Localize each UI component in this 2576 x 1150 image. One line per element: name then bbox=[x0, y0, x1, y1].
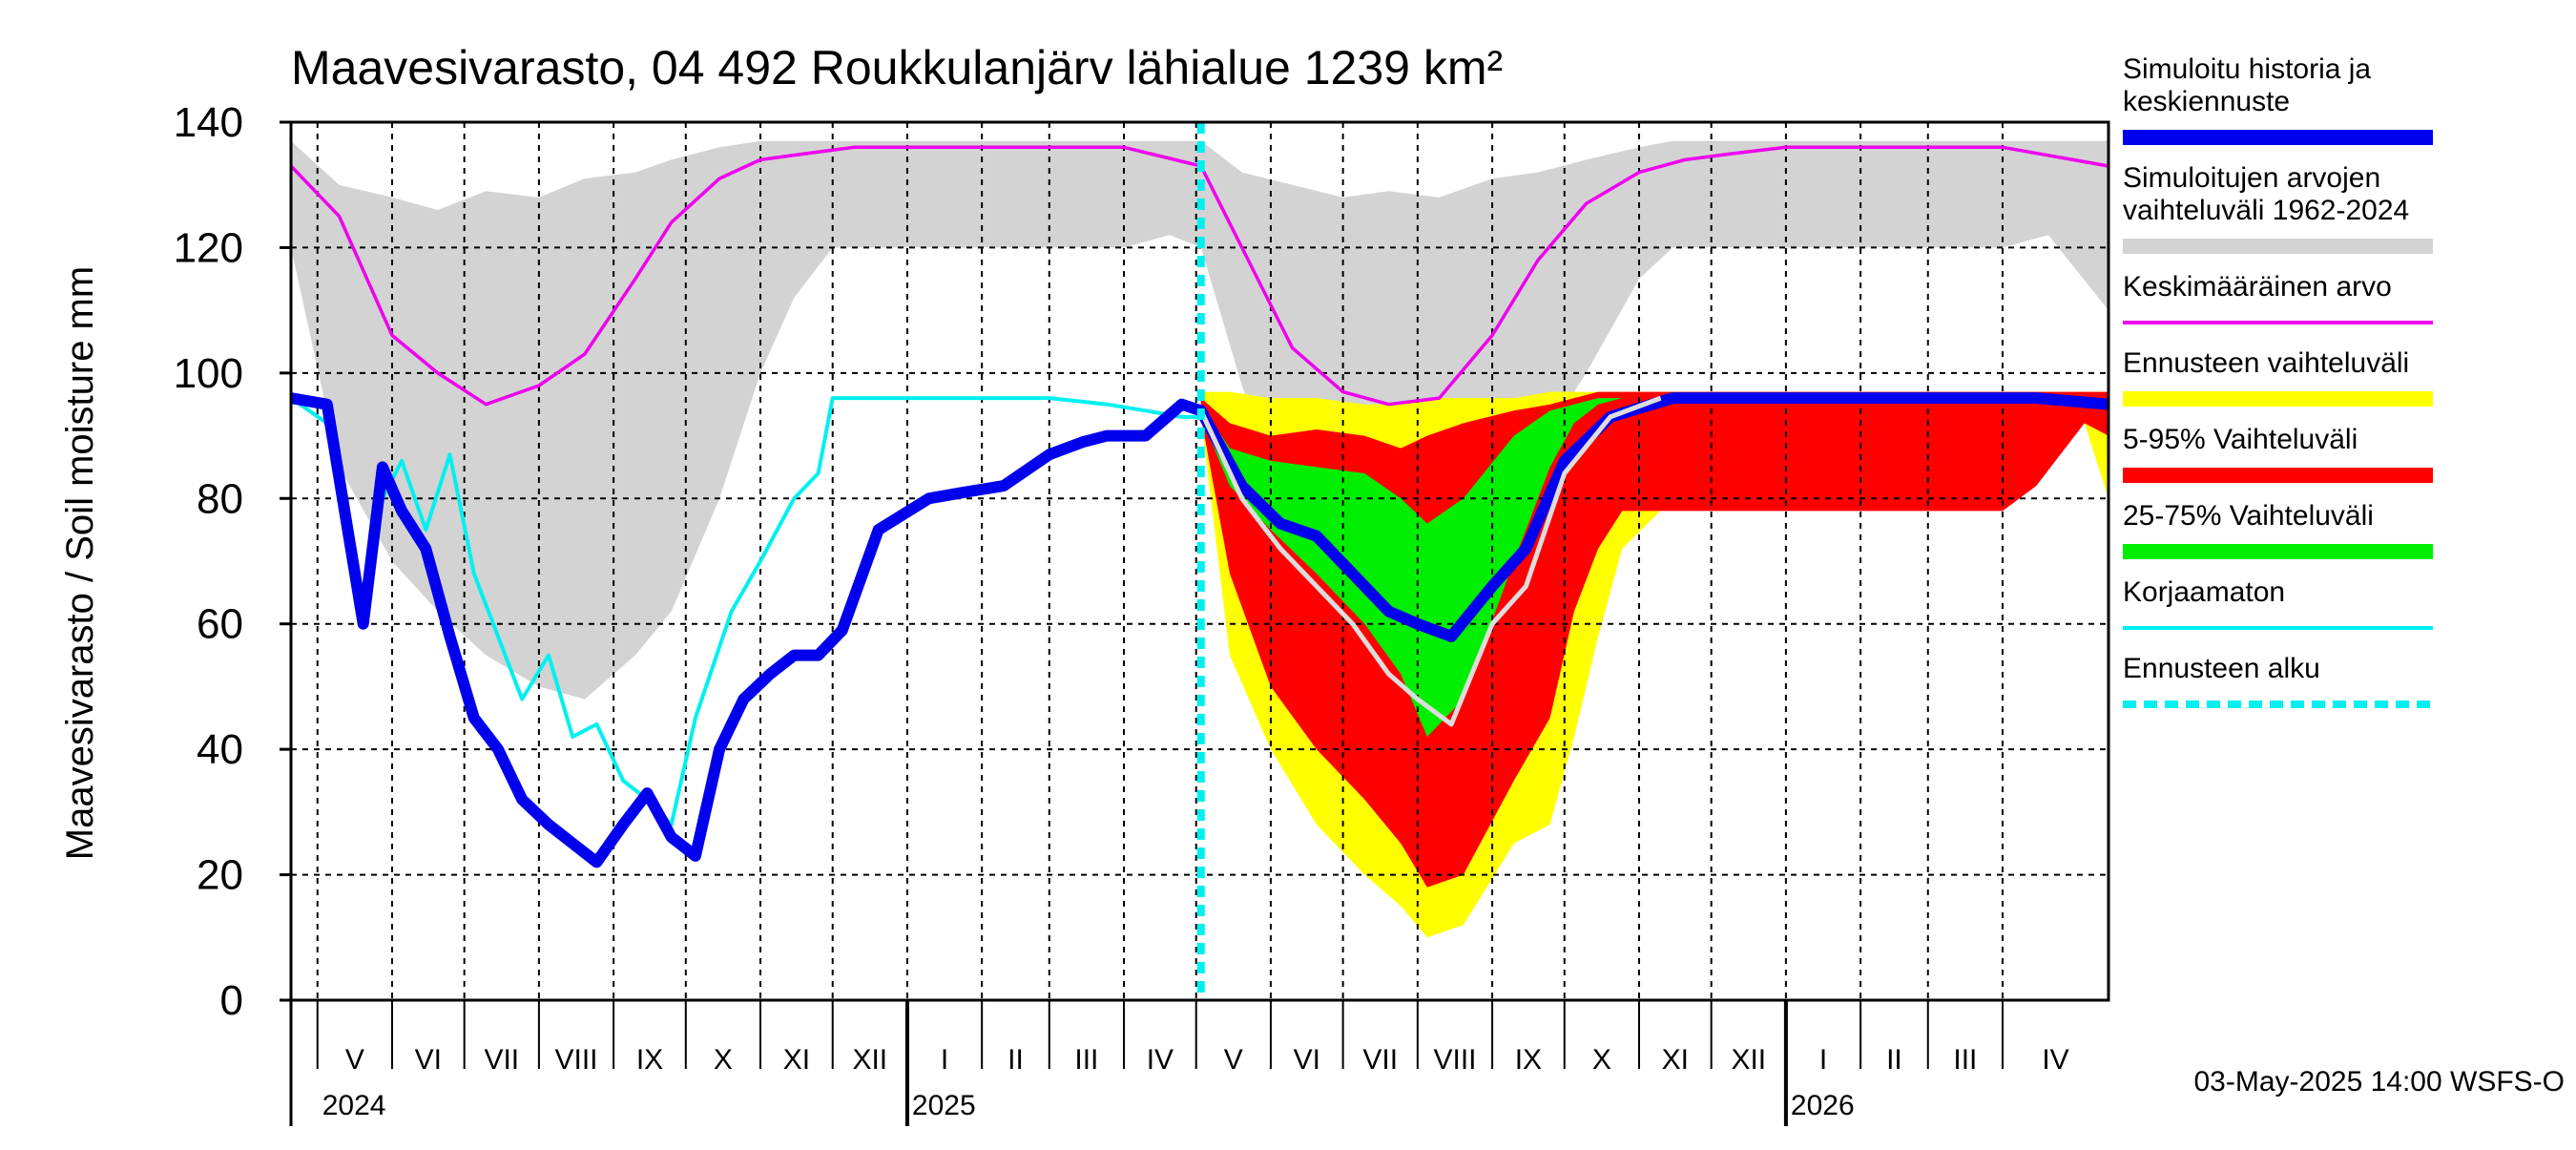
legend-label: Ennusteen vaihteluväli bbox=[2123, 347, 2409, 379]
y-tick-label: 120 bbox=[174, 224, 243, 271]
band-5-95-vaihteluv-li bbox=[1200, 391, 2109, 888]
x-month-label: VIII bbox=[1433, 1044, 1476, 1076]
legend-label: 25-75% Vaihteluväli bbox=[2123, 500, 2374, 532]
x-year-label: 2024 bbox=[322, 1090, 386, 1121]
x-month-label: VIII bbox=[554, 1044, 597, 1076]
plot-frame bbox=[289, 120, 2110, 1002]
chart-title: Maavesivarasto, 04 492 Roukkulanjärv läh… bbox=[291, 41, 1503, 94]
y-tick-label: 140 bbox=[174, 99, 243, 146]
y-axis-label: Maavesivarasto / Soil moisture mm bbox=[59, 266, 101, 860]
x-month-label: IX bbox=[1515, 1044, 1542, 1076]
x-month-label: III bbox=[1074, 1044, 1098, 1076]
band-layer bbox=[291, 140, 2109, 938]
x-month-label: X bbox=[1592, 1044, 1611, 1076]
x-month-label: I bbox=[1819, 1044, 1827, 1076]
y-tick-label: 60 bbox=[197, 601, 243, 648]
x-month-label: III bbox=[1953, 1044, 1977, 1076]
x-year-label: 2025 bbox=[912, 1090, 976, 1121]
x-month-label: II bbox=[1886, 1044, 1902, 1076]
x-month-label: V bbox=[1224, 1044, 1243, 1076]
x-month-label: I bbox=[941, 1044, 948, 1076]
y-tick-label: 20 bbox=[197, 852, 243, 899]
y-tick-label: 100 bbox=[174, 350, 243, 397]
footer-timestamp: 03-May-2025 14:00 WSFS-O bbox=[2194, 1066, 2566, 1098]
x-month-label: IV bbox=[2042, 1044, 2068, 1076]
band-simuloitujen-arvojen-vaihteluv-li-1962-2024 bbox=[291, 140, 2109, 700]
x-month-label: VI bbox=[1294, 1044, 1320, 1076]
legend-label: Simuloitujen arvojen bbox=[2123, 162, 2380, 194]
legend-label: Keskimääräinen arvo bbox=[2123, 271, 2392, 303]
legend-label: 5-95% Vaihteluväli bbox=[2123, 424, 2358, 455]
x-month-label: XI bbox=[1662, 1044, 1689, 1076]
y-tick-label: 80 bbox=[197, 475, 243, 522]
x-month-label: IX bbox=[636, 1044, 663, 1076]
legend-label: Simuloitu historia ja bbox=[2123, 53, 2371, 85]
legend-label: Ennusteen alku bbox=[2123, 653, 2320, 684]
legend-label: Korjaamaton bbox=[2123, 576, 2285, 608]
line-layer bbox=[289, 122, 2109, 1000]
line-simuloitu-historia-ja-keskiennuste bbox=[289, 392, 2109, 868]
x-month-label: VII bbox=[1362, 1044, 1398, 1076]
y-tick-label: 0 bbox=[220, 977, 243, 1024]
line-mediaani bbox=[1198, 395, 1662, 727]
line-keskim-r-inen-arvo bbox=[289, 145, 2109, 407]
x-month-label: VII bbox=[484, 1044, 519, 1076]
x-year-label: 2026 bbox=[1791, 1090, 1855, 1121]
y-tick-label: 40 bbox=[197, 726, 243, 773]
x-month-label: V bbox=[345, 1044, 364, 1076]
x-month-label: IV bbox=[1147, 1044, 1174, 1076]
x-month-label: X bbox=[714, 1044, 733, 1076]
x-month-label: II bbox=[1008, 1044, 1024, 1076]
band-25-75-vaihteluv-li bbox=[1200, 398, 1623, 737]
legend-label: keskiennuste bbox=[2123, 86, 2290, 117]
x-month-label: XI bbox=[783, 1044, 810, 1076]
legend-label: vaihteluväli 1962-2024 bbox=[2123, 195, 2409, 226]
x-month-label: XII bbox=[852, 1044, 887, 1076]
x-month-label: XII bbox=[1731, 1044, 1766, 1076]
x-month-label: VI bbox=[415, 1044, 442, 1076]
